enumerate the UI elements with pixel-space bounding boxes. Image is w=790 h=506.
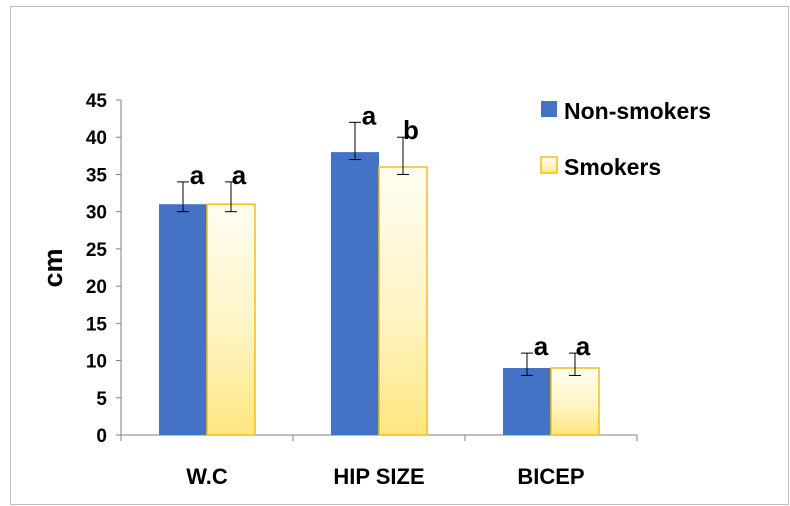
x-tick-label: W.C <box>186 464 228 489</box>
y-tick-label: 40 <box>86 128 107 149</box>
y-tick-label: 45 <box>86 91 108 112</box>
significance-label: a <box>232 160 247 190</box>
legend-label-smokers: Smokers <box>564 154 661 180</box>
y-tick-label: 0 <box>96 426 107 447</box>
legend-swatch-non-smokers <box>541 101 557 117</box>
legend-label-non-smokers: Non-smokers <box>564 98 711 124</box>
x-tick-label: HIP SIZE <box>333 464 424 489</box>
x-tick-label: BICEP <box>517 464 584 489</box>
legend-swatch-smokers <box>540 156 558 174</box>
significance-labels: a aa ba a <box>190 100 591 361</box>
bar-smokers <box>206 203 256 436</box>
bars <box>159 152 600 436</box>
bar-smokers <box>550 367 600 436</box>
bar-non-smokers <box>331 152 379 435</box>
bar-non-smokers <box>159 204 207 435</box>
bar-smokers <box>378 166 428 436</box>
significance-label: a <box>362 100 377 130</box>
x-axis: W.C HIP SIZE BICEP <box>120 434 638 489</box>
y-axis-title: cm <box>38 248 68 287</box>
y-tick-label: 35 <box>86 165 108 186</box>
significance-label: b <box>403 115 419 145</box>
error-bars <box>177 121 581 376</box>
significance-label: a <box>576 331 591 361</box>
y-axis: 0 5 10 15 20 25 30 35 40 45 <box>86 91 122 447</box>
y-tick-label: 30 <box>86 203 107 224</box>
legend: Non-smokers Smokers <box>540 98 711 180</box>
significance-label: a <box>190 160 205 190</box>
y-tick-label: 25 <box>86 240 108 261</box>
bar-non-smokers <box>503 368 551 435</box>
y-tick-label: 20 <box>86 277 107 298</box>
y-tick-label: 10 <box>86 352 107 373</box>
y-tick-label: 15 <box>86 314 108 335</box>
significance-label: a <box>534 331 549 361</box>
y-tick-label: 5 <box>96 389 107 410</box>
